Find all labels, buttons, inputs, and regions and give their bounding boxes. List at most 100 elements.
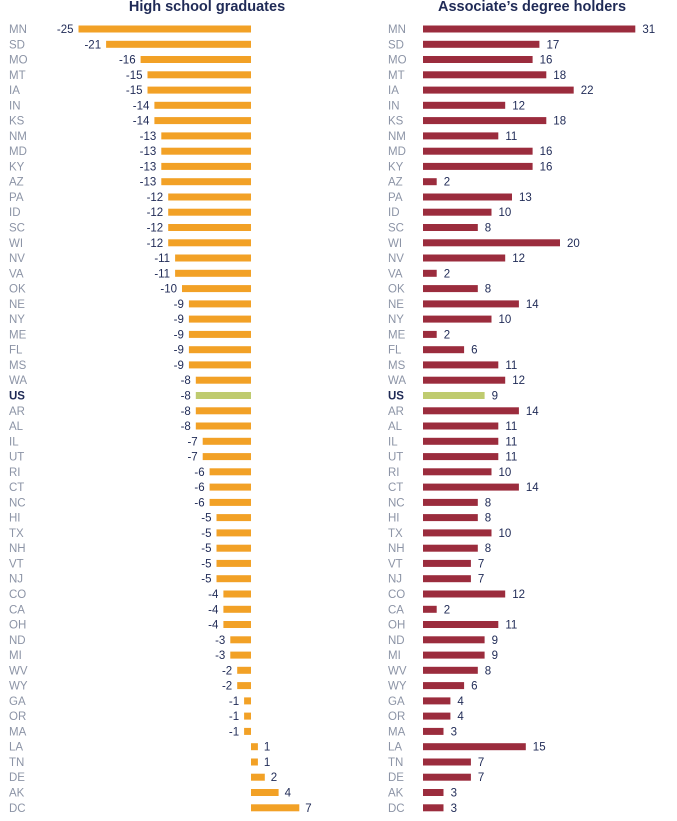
state-label: DE (9, 772, 25, 784)
data-bar (202, 453, 251, 461)
data-label: 11 (505, 436, 517, 448)
data-label: -8 (181, 390, 191, 402)
data-label: 11 (505, 620, 517, 632)
data-bar (230, 636, 251, 644)
state-label: MN (9, 24, 27, 36)
state-label: CO (9, 589, 26, 601)
data-label: 20 (567, 238, 580, 250)
data-bar (423, 346, 465, 354)
state-label: FL (9, 345, 23, 357)
data-bar (251, 789, 279, 796)
data-bar (223, 621, 251, 628)
state-label: MT (9, 70, 26, 82)
data-bar (423, 254, 506, 262)
data-label: -14 (133, 100, 150, 112)
data-bar (423, 162, 533, 170)
state-label: MA (388, 726, 406, 738)
data-bar (209, 498, 251, 506)
state-label: ME (9, 329, 27, 341)
state-label: NE (388, 299, 404, 311)
state-label: NV (9, 253, 25, 265)
state-label: MA (9, 726, 27, 738)
data-bar (175, 254, 251, 262)
data-bar (423, 636, 485, 644)
state-label: NY (388, 314, 404, 326)
data-label: 11 (505, 360, 517, 372)
data-bar (161, 178, 251, 186)
data-label: -13 (140, 177, 157, 189)
data-bar (168, 239, 251, 247)
state-label: AK (9, 788, 25, 800)
data-label: 10 (499, 207, 512, 219)
state-label: KS (9, 116, 25, 128)
state-label: RI (388, 467, 400, 479)
data-label: 14 (526, 406, 539, 418)
state-label: MS (9, 360, 27, 372)
state-label: ME (388, 329, 406, 341)
data-bar (423, 437, 499, 445)
data-label: 4 (285, 788, 292, 800)
data-bar (188, 346, 251, 354)
data-bar (78, 25, 251, 33)
state-label: HI (9, 513, 21, 525)
data-bar (188, 315, 251, 323)
state-label: UT (9, 452, 24, 464)
data-bar (195, 392, 251, 399)
data-bar (161, 147, 251, 155)
data-bar (423, 71, 547, 79)
data-bar (230, 651, 251, 659)
data-bar (209, 483, 251, 491)
data-bar (423, 621, 499, 628)
data-label: -12 (147, 207, 164, 219)
data-label: -12 (147, 238, 164, 250)
data-bar (423, 575, 471, 583)
state-label: OK (388, 284, 405, 296)
state-label: NC (9, 497, 26, 509)
state-label: GA (9, 696, 26, 708)
data-bar (216, 514, 251, 522)
data-bar (423, 315, 492, 323)
data-bar (423, 208, 492, 216)
data-bar (423, 422, 499, 430)
data-label: 10 (499, 467, 512, 479)
data-bar (423, 804, 444, 812)
data-label: 12 (512, 100, 525, 112)
data-bar (423, 361, 499, 369)
data-label: -4 (208, 620, 219, 632)
data-label: 8 (485, 543, 491, 555)
state-label: NH (9, 543, 26, 555)
data-label: -2 (222, 681, 232, 693)
state-label: MO (9, 55, 28, 67)
data-label: 3 (451, 803, 457, 815)
data-bar (244, 697, 251, 705)
state-label: DE (388, 772, 404, 784)
data-bar (237, 682, 251, 690)
state-label: TN (388, 757, 403, 769)
state-label: CT (9, 482, 24, 494)
data-label: 4 (457, 711, 464, 723)
state-label: IN (388, 100, 400, 112)
state-label: MD (388, 146, 406, 158)
data-label: 6 (471, 345, 477, 357)
data-label: 7 (478, 574, 484, 586)
state-label: PA (9, 192, 24, 204)
state-label: NJ (388, 574, 402, 586)
data-bar (423, 147, 533, 155)
data-label: -25 (57, 24, 74, 36)
data-bar (195, 376, 251, 384)
state-label: MN (388, 24, 406, 36)
data-label: 17 (547, 39, 560, 51)
data-bar (423, 300, 519, 308)
data-bar (423, 392, 485, 399)
data-label: -8 (181, 406, 191, 418)
data-label: -8 (181, 375, 191, 387)
data-label: 12 (512, 253, 525, 265)
data-bar (251, 743, 258, 751)
data-bar (202, 437, 251, 445)
data-label: -9 (174, 314, 184, 326)
data-bar (175, 269, 251, 277)
data-label: 8 (485, 284, 491, 296)
state-label: KS (388, 116, 404, 128)
data-bar (423, 239, 560, 247)
